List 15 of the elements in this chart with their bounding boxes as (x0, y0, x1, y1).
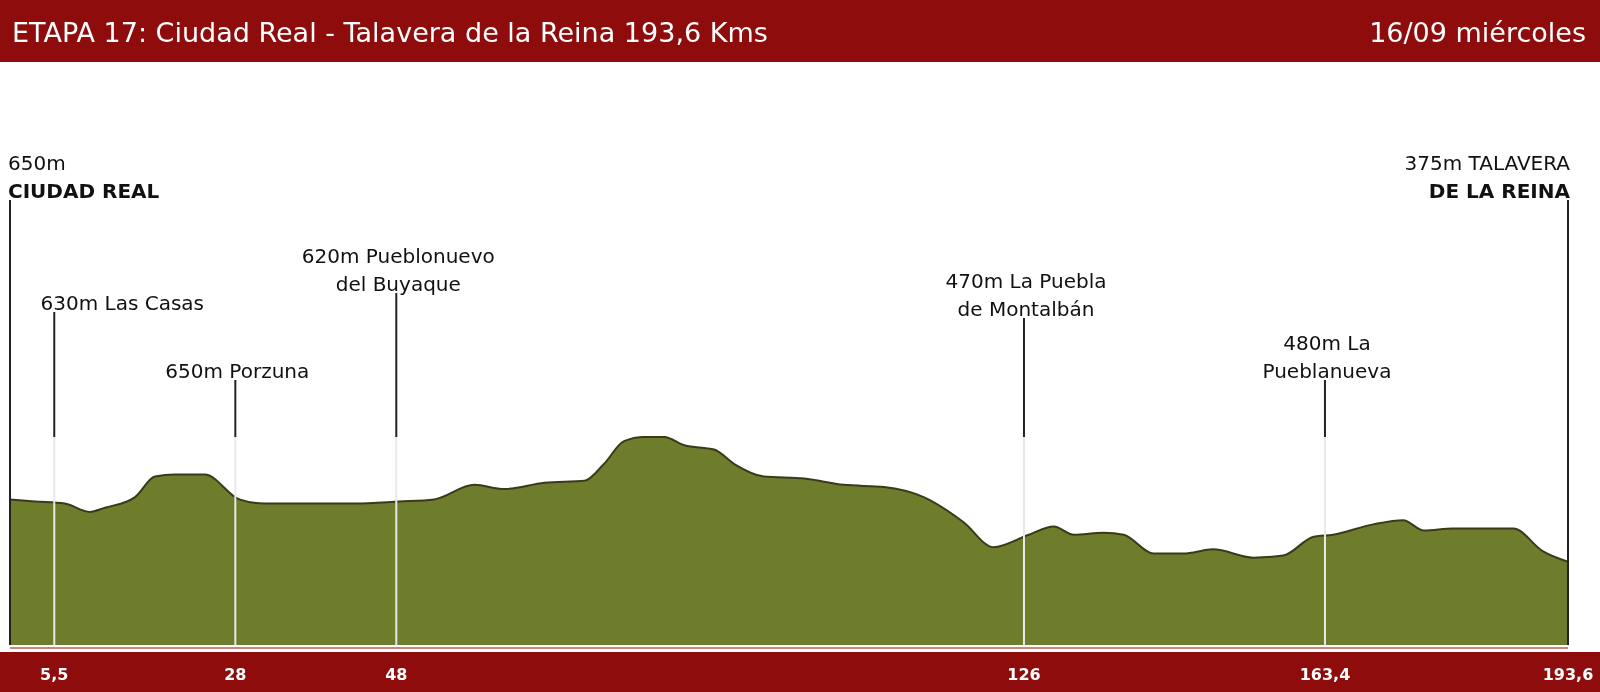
ref-line-label: 470m La Puebla de Montalbán (945, 269, 1107, 321)
ref-line-label: 630m Las Casas (40, 291, 205, 315)
ref-line-label: 650m CIUDAD REAL (8, 151, 160, 203)
x-tick-label: 163,4 (1299, 665, 1351, 684)
ref-line-label: 620m Pueblonuevo del Buyaque (301, 244, 495, 296)
chart-title: ETAPA 17: Ciudad Real - Talavera de la Reina 193,6 Kms (12, 17, 768, 48)
x-tick-label: 48 (385, 665, 408, 684)
ref-line-label: 650m Porzuna (165, 359, 310, 383)
x-tick-label: 28 (224, 665, 247, 684)
x-tick-label: 5,5 (40, 665, 69, 684)
chart-subtitle: 16/09 miércoles (1369, 17, 1586, 48)
ref-line-label: 480m La Pueblanueva (1262, 331, 1392, 383)
x-tick-label: 126 (1007, 665, 1041, 684)
ref-line-label: 375m TALAVERA DE LA REINA (1404, 151, 1571, 203)
x-tick-label: 193,6 (1542, 665, 1594, 684)
